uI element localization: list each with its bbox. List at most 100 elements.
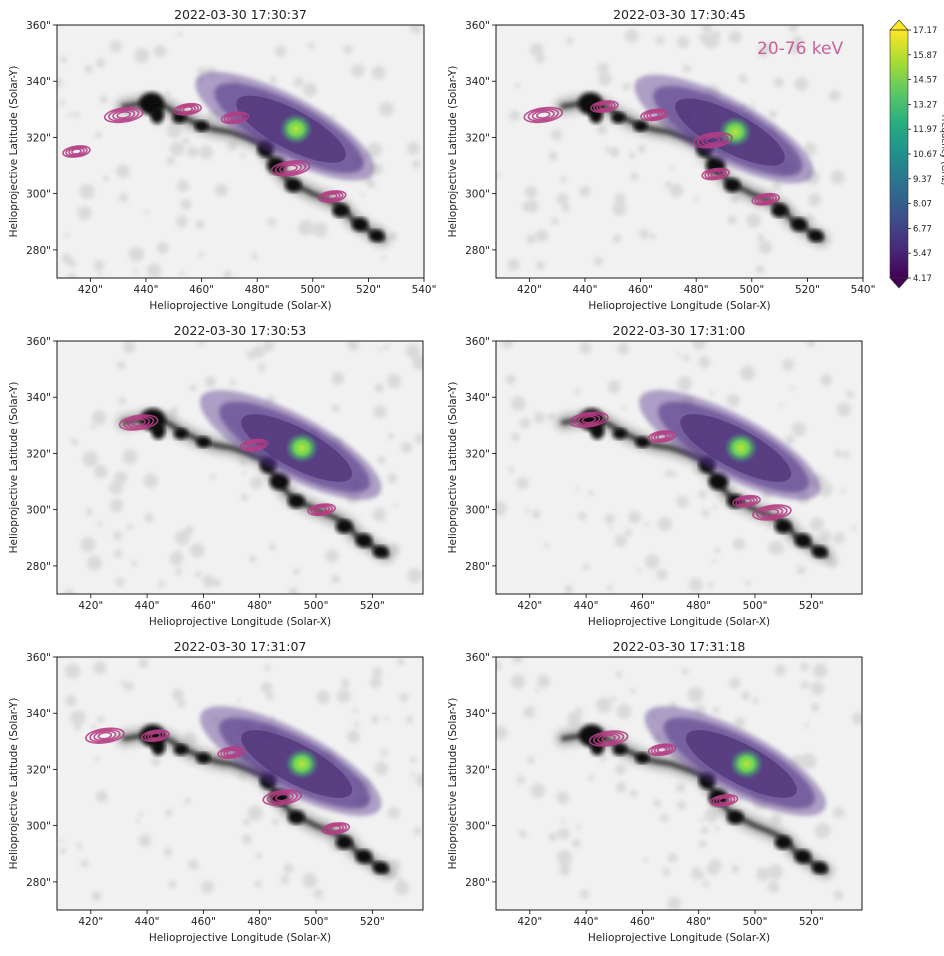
hxr-contour: [112, 109, 136, 121]
hxr-contour: [650, 744, 674, 756]
hxr-contour: [647, 430, 677, 443]
hxr-contour: [701, 167, 730, 181]
hxr-contour: [89, 728, 121, 743]
x-tick-label: 540": [851, 284, 876, 296]
panel-2: 2022-03-30 17:30:45 420" 440" 460" 480" 500" 5…: [447, 7, 875, 312]
hxr-contours: [85, 727, 351, 835]
hxr-contour: [182, 106, 194, 113]
hxr-contour: [270, 160, 311, 177]
x-tick-label: 440": [135, 600, 160, 612]
y-axis-label: Helioprojective Latitude (Solar-Y): [447, 698, 459, 870]
panel-title: 2022-03-30 17:30:45: [613, 7, 746, 22]
hxr-contour: [68, 147, 85, 156]
hxr-contour: [283, 164, 298, 173]
hxr-contour: [653, 432, 671, 441]
y-tick-label: 340": [26, 708, 51, 720]
hxr-contour: [262, 789, 303, 806]
hxr-contour: [592, 731, 625, 746]
hxr-contour: [707, 169, 724, 179]
x-tick-label: 500": [743, 916, 768, 928]
hxr-contour: [179, 105, 197, 114]
y-tick-label: 280": [26, 877, 51, 889]
axes-frame: [56, 24, 425, 279]
hxr-contour: [226, 749, 237, 756]
hxr-contour: [118, 414, 159, 431]
x-tick-label: 500": [304, 916, 329, 928]
x-tick-label: 420": [517, 284, 542, 296]
microwave-source: [634, 74, 814, 184]
panel-title: 2022-03-30 17:31:18: [613, 639, 746, 654]
energy-label: 20-76 keV: [757, 39, 843, 59]
hxr-contour: [704, 168, 727, 180]
axes-frame: [495, 24, 864, 279]
hxr-contour: [220, 747, 243, 758]
axes-frame: [495, 656, 863, 911]
microwave-peak: [729, 748, 764, 780]
x-tick-label: 420": [78, 916, 103, 928]
colorbar-tick-label: 17.17: [913, 26, 937, 36]
hxr-contour: [569, 411, 609, 428]
y-tick-label: 320": [26, 132, 51, 144]
hxr-contour: [590, 100, 619, 113]
y-axis-label: Helioprojective Latitude (Solar-Y): [447, 382, 459, 554]
hxr-contour: [718, 797, 730, 804]
x-axis-label: Helioprojective Longitude (Solar-X): [149, 300, 331, 312]
colorbar: 17.17 15.87 14.57 13.27 11.97 10.67 9.37 8.07 6.…: [889, 19, 944, 289]
x-tick-label: 440": [135, 916, 160, 928]
x-tick-label: 420": [517, 916, 542, 928]
x-tick-label: 420": [517, 600, 542, 612]
colorbar-extend-min: [889, 277, 909, 289]
y-tick-label: 320": [465, 448, 490, 460]
microwave-peak: [285, 748, 319, 780]
x-tick-label: 500": [739, 284, 764, 296]
hxr-contour: [141, 729, 170, 743]
hxr-contour: [62, 145, 91, 158]
x-tick-label: 480": [686, 600, 711, 612]
hxr-contours: [118, 414, 336, 517]
hxr-contour: [693, 132, 733, 149]
x-tick-label: 520": [360, 600, 385, 612]
y-tick-label: 280": [26, 245, 51, 257]
colorbar-tick-label: 11.97: [913, 125, 937, 135]
hxr-contour: [656, 433, 668, 440]
axes-frame: [56, 340, 424, 595]
microwave-source: [639, 390, 821, 500]
panel-4: 2022-03-30 17:31:00 420" 440" 460" 480" 500" 5…: [447, 323, 863, 628]
hxr-contour: [127, 417, 151, 428]
hxr-contour: [327, 824, 345, 833]
hxr-contour: [93, 730, 117, 742]
hxr-contour: [701, 134, 725, 146]
hxr-contour: [220, 111, 250, 125]
y-tick-label: 320": [26, 448, 51, 460]
plage-texture: [496, 657, 862, 910]
microwave-peak: [279, 113, 313, 145]
hxr-contour: [229, 114, 241, 122]
colorbar-label: Frequency (GHz): [939, 115, 944, 186]
panel-title: 2022-03-30 17:30:37: [174, 7, 307, 22]
hxr-contour: [588, 730, 629, 747]
y-tick-label: 360": [465, 336, 490, 348]
x-tick-label: 500": [300, 284, 325, 296]
hxr-contour: [531, 109, 555, 121]
hxr-contour: [596, 102, 613, 111]
colorbar-tick-label: 5.47: [913, 249, 932, 259]
hxr-contour: [245, 440, 263, 450]
microwave-peak: [724, 432, 758, 464]
microwave-source: [200, 706, 382, 816]
y-tick-label: 340": [26, 392, 51, 404]
x-tick-label: 480": [247, 600, 272, 612]
hxr-contour: [320, 191, 344, 202]
hxr-contour: [760, 507, 784, 518]
microwave-source: [200, 390, 382, 500]
hxr-contour: [756, 505, 788, 520]
x-tick-label: 440": [574, 916, 599, 928]
hxr-contour: [697, 133, 729, 148]
microwave-source: [195, 71, 375, 181]
hxr-contour: [65, 146, 88, 157]
x-tick-label: 420": [78, 284, 103, 296]
x-tick-label: 500": [304, 600, 329, 612]
hxr-contour: [593, 101, 616, 112]
hxr-contour: [330, 825, 342, 832]
hxr-contour: [650, 431, 674, 442]
panel-title: 2022-03-30 17:31:07: [174, 639, 307, 654]
